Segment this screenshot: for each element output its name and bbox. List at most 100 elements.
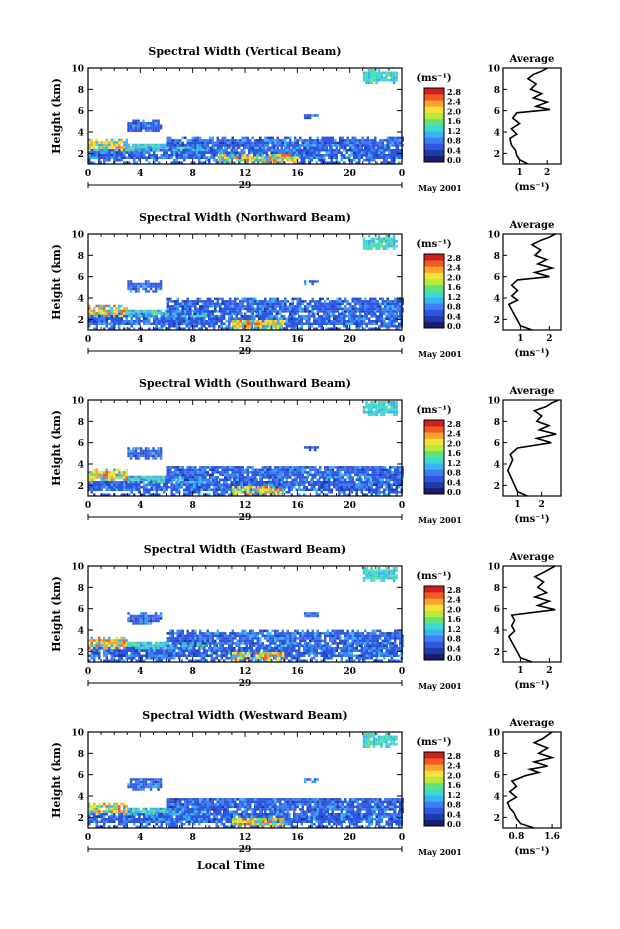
heatmap-cell [283, 151, 286, 154]
heatmap-cell [224, 302, 227, 306]
heatmap-cell [181, 141, 184, 145]
heatmap-cell [371, 310, 374, 313]
heatmap-cell [359, 307, 362, 311]
heatmap-cell [153, 652, 156, 655]
heatmap-cell [260, 317, 263, 320]
heatmap-cell [103, 652, 106, 655]
heatmap-cell [380, 312, 383, 315]
heatmap-cell [269, 297, 272, 301]
heatmap-cell [398, 149, 401, 152]
heatmap-cell [383, 312, 386, 315]
heatmap-cell [125, 322, 128, 325]
heatmap-cell [123, 481, 126, 484]
heatmap-cell [271, 136, 274, 140]
heatmap-cell [269, 491, 272, 494]
heatmap-cell [176, 476, 179, 479]
heatmap-cell [241, 297, 244, 301]
heatmap-cell [231, 327, 235, 330]
heatmap-cell [319, 139, 322, 142]
heatmap-cell [241, 154, 244, 157]
heatmap-cell [132, 287, 135, 291]
heatmap-cell [154, 124, 158, 127]
heatmap-cell [283, 154, 287, 157]
heatmap-cell [138, 154, 141, 157]
heatmap-cell [325, 317, 328, 320]
heatmap-cell [228, 146, 231, 149]
heatmap-cell [378, 149, 381, 152]
heatmap-cell [243, 481, 246, 484]
heatmap-cell [183, 491, 186, 494]
heatmap-cell [147, 127, 150, 130]
heatmap-cell [230, 317, 233, 320]
x-tick-label: 20 [343, 501, 356, 511]
heatmap-cell [175, 327, 178, 330]
heatmap-cell [204, 476, 207, 479]
heatmap-cell [330, 322, 333, 325]
heatmap-cell [334, 305, 337, 308]
heatmap-cell [398, 327, 401, 330]
heatmap-cell [95, 468, 98, 472]
heatmap-cell [316, 446, 319, 449]
heatmap-cell [130, 654, 133, 657]
heatmap-cell [373, 315, 376, 318]
heatmap-cell [205, 320, 208, 323]
heatmap-cell [346, 300, 349, 303]
heatmap-cell [225, 161, 228, 164]
heatmap-cell [316, 139, 319, 142]
heatmap-cell [103, 143, 106, 147]
heatmap-cell [174, 141, 177, 145]
month-label: May 2001 [418, 515, 462, 525]
heatmap-cell [372, 237, 376, 240]
heatmap-cell [228, 488, 231, 491]
heatmap-cell [132, 146, 135, 149]
heatmap-cell [157, 143, 160, 147]
heatmap-cell [144, 285, 148, 288]
colorbar-tick-label: 1.6 [447, 282, 461, 292]
heatmap-cell [140, 154, 143, 157]
heatmap-cell [152, 475, 155, 479]
heatmap-cell [229, 468, 232, 472]
heatmap-cell [259, 300, 262, 303]
heatmap-cell [349, 146, 352, 150]
heatmap-cell [364, 473, 367, 477]
heatmap-cell [355, 327, 358, 330]
heatmap-cell [115, 486, 118, 489]
heatmap-cell [142, 119, 145, 122]
heatmap-cell [254, 146, 257, 150]
heatmap-cell [100, 312, 103, 315]
heatmap-cell [147, 309, 150, 313]
heatmap-cell [375, 161, 378, 164]
heatmap-cell [350, 320, 353, 323]
heatmap-cell [113, 159, 116, 162]
heatmap-cell [372, 240, 376, 243]
heatmap-cell [285, 325, 288, 328]
heatmap-cell [125, 151, 128, 154]
heatmap-cell [240, 481, 243, 484]
heatmap-cell [194, 139, 197, 142]
heatmap-cell [160, 149, 163, 152]
heatmap-cell [299, 471, 302, 474]
heatmap-cell [195, 156, 198, 159]
heatmap-cell [199, 139, 202, 142]
heatmap-cell [128, 315, 131, 318]
heatmap-cell [387, 245, 391, 248]
heatmap-cell [394, 136, 397, 140]
heatmap-cell [213, 325, 216, 328]
heatmap-cell [201, 305, 204, 308]
heatmap-cell [169, 480, 173, 484]
heatmap-cell [159, 280, 163, 283]
heatmap-cell [175, 159, 178, 162]
heatmap-cell [294, 471, 297, 474]
heatmap-cell [198, 320, 201, 323]
heatmap-cell [255, 151, 258, 154]
heatmap-cell [234, 320, 237, 323]
heatmap-cell [243, 156, 247, 159]
heatmap-cell [115, 154, 118, 157]
heatmap-cell [127, 146, 130, 149]
heatmap-cell [359, 141, 362, 145]
heatmap-cell [393, 320, 396, 323]
heatmap-cell [166, 468, 169, 472]
heatmap-cell [264, 136, 267, 140]
heatmap-cell [118, 652, 121, 655]
heatmap-cell [353, 317, 356, 320]
